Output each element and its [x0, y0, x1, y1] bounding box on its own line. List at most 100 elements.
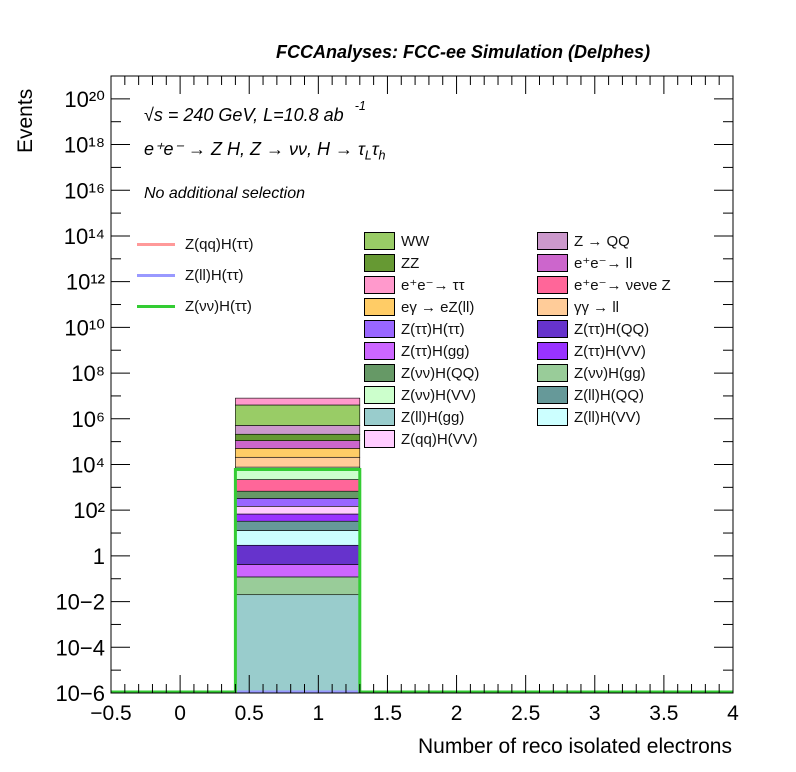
legend-fill-item: Z → QQ — [537, 232, 630, 250]
x-tick-label: −0.5 — [90, 702, 131, 725]
legend-swatch — [537, 254, 568, 272]
signal-line — [111, 468, 733, 694]
legend-fill-item: ZZ — [364, 254, 419, 272]
legend-swatch — [537, 408, 568, 426]
legend-swatch — [364, 276, 395, 294]
y-tick-label: 10² — [73, 498, 105, 523]
legend-fill-label: Z(ll)H(QQ) — [574, 386, 644, 404]
legend-line-label: Z(ll)H(ττ) — [185, 267, 244, 284]
legend-fill-item: Z(ττ)H(gg) — [364, 342, 470, 360]
y-tick-label: 10⁴ — [71, 452, 105, 477]
legend-fill-label: e⁺e⁻→ νeνe Z — [574, 277, 671, 294]
legend-fill-item: Z(νν)H(VV) — [364, 386, 476, 404]
legend-fill-label: Z(ll)H(VV) — [574, 408, 641, 426]
chart-title: FCCAnalyses: FCC-ee Simulation (Delphes) — [276, 42, 651, 62]
legend-swatch — [537, 386, 568, 404]
legend-fill-item: e⁺e⁻→ νeνe Z — [537, 276, 671, 294]
legend-fill-item: Z(νν)H(gg) — [537, 364, 646, 382]
y-tick-label: 10¹⁶ — [64, 178, 105, 203]
legend-fill-label: Z(qq)H(VV) — [401, 430, 478, 448]
x-axis-label: Number of reco isolated electrons — [418, 735, 732, 758]
legend-fill-label: Z(ττ)H(QQ) — [574, 320, 650, 338]
legend-fill-label: e⁺e⁻→ ττ — [401, 277, 465, 294]
legend-fill-label: Z(ll)H(gg) — [401, 408, 465, 426]
signal-lines — [111, 468, 733, 694]
y-tick-label: 10⁸ — [71, 361, 105, 386]
legend-swatch — [364, 342, 395, 360]
x-tick-label: 4 — [727, 702, 739, 725]
energy-exponent: -1 — [354, 99, 366, 113]
stack-bar — [235, 530, 361, 546]
legend-fill-label: e⁺e⁻→ ll — [574, 255, 633, 272]
y-tick-label: 10−6 — [55, 681, 105, 706]
stack-bar — [235, 513, 361, 522]
legend-fill-item: Z(ll)H(gg) — [364, 408, 464, 426]
y-tick-label: 10²⁰ — [64, 87, 105, 112]
x-axis-ticks: −0.5 0 0.5 1 1.5 2 2.5 3 3.5 4 — [90, 76, 739, 725]
legend-swatch — [364, 254, 395, 272]
legend-swatch — [364, 320, 395, 338]
legend-fill-item: Z(ll)H(QQ) — [537, 386, 644, 404]
energy-lumi-label: √s = 240 GeV, L=10.8 ab -1 — [144, 99, 366, 126]
x-tick-label: 1 — [312, 702, 324, 725]
stack-bar — [235, 448, 361, 458]
energy-text: √s = 240 GeV, L=10.8 ab — [144, 105, 344, 125]
legend-swatch — [537, 276, 568, 294]
legend-swatch — [537, 320, 568, 338]
legend-line-key — [137, 274, 175, 277]
legend-swatch — [364, 232, 395, 250]
legend-fill-item: γγ → ll — [537, 298, 619, 316]
stack-bar — [235, 397, 361, 406]
legend-fill-item: e⁺e⁻→ ll — [537, 254, 632, 272]
stack-bars — [235, 397, 361, 694]
legend-swatch — [364, 430, 395, 448]
legend-fill-label: eγ → eZ(ll) — [401, 298, 475, 316]
stack-bar — [235, 576, 361, 596]
process-tau: τ — [371, 139, 379, 159]
y-tick-label: 10¹⁴ — [64, 224, 105, 249]
legend-line-key — [137, 243, 175, 246]
legend-fill-item: e⁺e⁻→ ττ — [364, 276, 465, 294]
stack-bar — [235, 564, 361, 578]
legend-swatch — [537, 232, 568, 250]
y-axis-ticks: 10−6 10−4 10−2 1 10² 10⁴ 10⁶ 10⁸ 10¹⁰ 10¹² 10¹⁴ 10¹… — [55, 75, 733, 706]
legend-fill-item: WW — [364, 232, 429, 250]
stack-bar — [235, 544, 361, 565]
stack-bar — [235, 425, 361, 435]
legend-swatch — [537, 298, 568, 316]
legend-fill-item: Z(νν)H(QQ) — [364, 364, 479, 382]
x-tick-label: 2 — [451, 702, 463, 725]
legend-line-key — [137, 305, 175, 308]
legend-swatch — [364, 386, 395, 404]
stack-bar — [235, 479, 361, 492]
stack-bar — [235, 594, 361, 694]
stack-bar — [235, 456, 361, 468]
legend-fill-label: ZZ — [401, 254, 420, 272]
y-tick-label: 10⁶ — [71, 407, 105, 432]
stack-bar — [235, 520, 361, 531]
plot-frame — [110, 75, 734, 694]
process-label: e⁺e⁻ → Z H, Z → νν, H → τLτh — [144, 139, 386, 163]
legend-fill-label: Z(νν)H(VV) — [401, 386, 476, 404]
process-subscript-h: h — [378, 148, 386, 163]
legend-fill-label: Z(ττ)H(VV) — [574, 342, 646, 360]
legend-swatch — [537, 364, 568, 382]
legend-line-item: Z(ll)H(ττ) — [137, 267, 244, 284]
legend-fill-item: Z(ττ)H(ττ) — [364, 320, 465, 338]
legend-fill-item: Z(qq)H(VV) — [364, 430, 478, 448]
y-tick-label: 10−2 — [55, 590, 105, 615]
legend-fill-item: Z(ll)H(VV) — [537, 408, 641, 426]
legend-fill-label: WW — [401, 232, 430, 250]
legend-line-label: Z(qq)H(ττ) — [185, 236, 254, 253]
x-tick-label: 3 — [589, 702, 601, 725]
legend-swatch — [364, 364, 395, 382]
y-tick-label: 1 — [93, 544, 105, 569]
legend-line-label: Z(νν)H(ττ) — [185, 298, 252, 315]
legend-line-item: Z(qq)H(ττ) — [137, 236, 254, 253]
process-subscript-l: L — [364, 148, 372, 163]
legend-fill-item: Z(ττ)H(QQ) — [537, 320, 649, 338]
legend-fill-label: Z(ττ)H(ττ) — [401, 320, 465, 338]
legend-swatch — [364, 408, 395, 426]
legend-fill-label: Z(νν)H(QQ) — [401, 364, 480, 382]
